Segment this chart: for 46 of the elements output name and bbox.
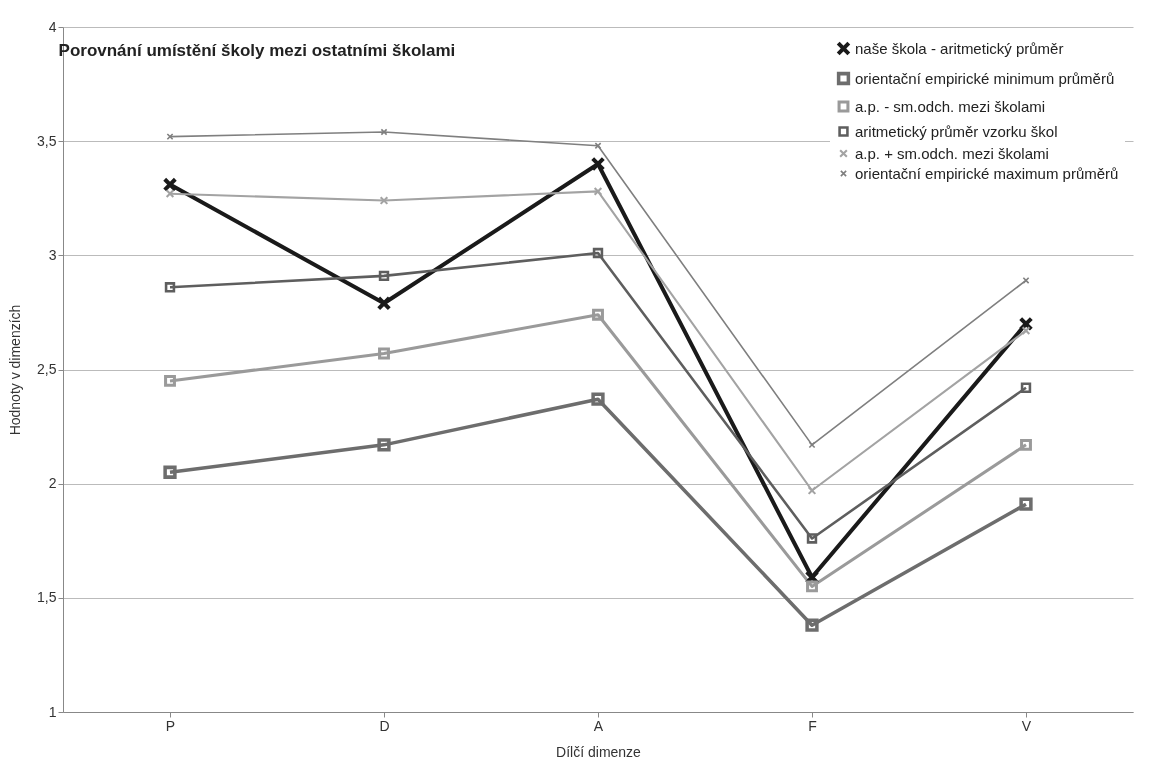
point: [163, 465, 177, 479]
y-axis-title: Hodnoty v dimenzích: [7, 304, 24, 436]
x-tick-label: A: [593, 717, 604, 734]
point: [378, 270, 390, 282]
legend-label: naše škola - aritmetický průměr: [855, 39, 1064, 57]
legend-label: orientační empirické minimum průměrů: [855, 69, 1115, 87]
point: [1019, 497, 1033, 511]
point: [1021, 326, 1031, 336]
x-axis-title: Dílčí dimenze: [556, 743, 642, 760]
legend-label: aritmetický průměr vzorku škol: [855, 122, 1058, 140]
point: [164, 282, 176, 293]
legend-label: a.p. + sm.odch. mezi školami: [855, 144, 1049, 162]
point: [591, 392, 605, 406]
point: [592, 247, 604, 259]
x-tick-label: D: [379, 717, 390, 734]
y-tick-label: 1,5: [37, 589, 57, 606]
point: [807, 486, 817, 495]
point: [806, 533, 818, 544]
point: [593, 187, 603, 196]
point: [805, 618, 819, 632]
point: [380, 128, 388, 136]
legend-label: orientační empirické maximum průměrů: [855, 164, 1119, 182]
y-tick-label: 1: [48, 703, 57, 720]
text: Porovnání umístění školy mezi ostatními školami: [58, 41, 456, 60]
point: [1018, 316, 1034, 332]
point: [1020, 382, 1032, 393]
x-tick-label: V: [1021, 717, 1032, 734]
point: [379, 196, 389, 205]
legend-label: a.p. - sm.odch. mezi školami: [855, 97, 1046, 115]
y-tick-label: 3: [48, 246, 57, 263]
point: [376, 295, 392, 311]
point: [162, 177, 178, 192]
point: [590, 156, 606, 172]
point: [378, 347, 390, 360]
x-tick-label: F: [808, 717, 817, 734]
x-tick-label: P: [165, 717, 176, 734]
y-tick-label: 4: [48, 18, 57, 35]
point: [165, 189, 175, 199]
point: [592, 308, 604, 321]
y-tick-label: 2: [48, 475, 57, 492]
point: [377, 438, 391, 452]
point: [1020, 438, 1032, 451]
point: [806, 580, 818, 593]
point: [164, 374, 176, 387]
y-tick-label: 3,5: [37, 132, 57, 149]
y-tick-label: 2,5: [37, 361, 57, 377]
